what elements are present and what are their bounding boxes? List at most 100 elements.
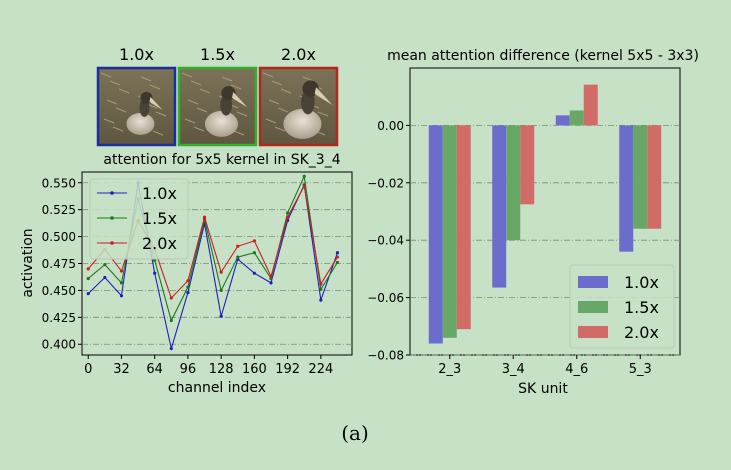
grass-stroke: [274, 126, 286, 132]
legend-marker: [110, 216, 114, 220]
line-chart-ytick-label: 0.475: [42, 257, 76, 271]
grass-stroke: [265, 118, 277, 124]
legend-swatch: [578, 301, 608, 313]
legend-label: 2.0x: [624, 323, 659, 342]
line-point: [335, 255, 340, 259]
line-point: [319, 287, 323, 291]
line-point: [286, 211, 290, 215]
line-point: [269, 281, 273, 285]
bar-chart-xtick-label: 2_3: [438, 362, 461, 377]
grass-stroke: [277, 107, 289, 113]
line-point: [236, 255, 240, 259]
line-point: [186, 285, 190, 289]
grass-stroke: [115, 107, 127, 113]
bar-3_4-2.0x: [520, 125, 535, 205]
bird-beak: [149, 96, 163, 110]
legend-label: 1.5x: [624, 298, 659, 317]
bird-body: [126, 112, 155, 135]
grass-stroke: [271, 80, 283, 86]
line-point: [202, 215, 207, 219]
bar-chart: mean attention difference (kernel 5x5 - …: [367, 48, 699, 397]
line-point: [252, 239, 256, 243]
line-chart-ytick-label: 0.525: [42, 203, 76, 217]
line-chart-xtick-label: 32: [113, 362, 130, 377]
line-point: [86, 276, 90, 281]
bird-image: [97, 67, 176, 146]
bar-chart-ytick-label: −0.02: [367, 176, 404, 190]
grass-stroke: [103, 118, 115, 124]
grass-stroke: [317, 111, 329, 117]
line-point: [186, 279, 190, 283]
legend-box: [89, 178, 189, 260]
grass-stroke: [118, 88, 130, 94]
grass-stroke: [280, 88, 292, 94]
line-chart-xtick-label: 128: [209, 362, 234, 377]
grass-stroke: [233, 130, 245, 136]
bar-chart-ytick-label: −0.08: [367, 349, 404, 363]
bird-head: [140, 91, 153, 104]
line-chart-xtick-label: 96: [180, 362, 197, 377]
grass-stroke: [199, 88, 211, 94]
line-chart-legend: 1.0x 1.5x 2.0x: [89, 178, 189, 260]
line-point: [119, 281, 124, 285]
bird-image: [259, 67, 338, 146]
grass-stroke: [190, 80, 202, 86]
line-point: [86, 292, 90, 296]
line-chart-ytick-label: 0.450: [42, 284, 76, 298]
legend-swatch: [578, 276, 608, 288]
line-chart-xtick-label: 64: [146, 362, 163, 377]
grass-stroke: [221, 76, 233, 82]
bar-chart-ytick-label: −0.04: [367, 234, 404, 248]
line-point: [252, 251, 256, 255]
thumbnail-row: 1.0x 1.5x 2.0x: [96, 45, 339, 147]
grass-stroke: [100, 72, 112, 78]
thumbnail-label: 1.0x: [119, 45, 154, 64]
grass-stroke: [106, 99, 118, 105]
grass-stroke: [196, 107, 208, 113]
line-point: [219, 314, 223, 318]
grass-stroke: [109, 80, 121, 86]
bar-chart-xtick-label: 4_6: [565, 362, 588, 377]
line-point: [169, 296, 173, 300]
bird-head: [221, 86, 236, 101]
legend-label: 1.0x: [624, 273, 659, 292]
bar-chart-ytick-label: −0.06: [367, 291, 404, 305]
legend-marker: [110, 241, 114, 245]
thumbnail-border: [96, 66, 177, 147]
grass-stroke: [187, 99, 199, 105]
bar-chart-xtick-label: 5_3: [629, 362, 652, 377]
grass-stroke: [184, 118, 196, 124]
line-chart-xtick-label: 192: [275, 362, 300, 377]
bar-4_6-2.0x: [583, 84, 598, 126]
line-point: [169, 346, 173, 351]
line-chart-ylabel: activation: [20, 228, 36, 297]
legend-swatch: [578, 326, 608, 338]
bar-chart-xtick-label: 3_4: [502, 362, 525, 377]
bar-3_4-1.0x: [492, 125, 507, 288]
figure-caption: (a): [341, 421, 369, 445]
grass-stroke: [181, 72, 193, 78]
line-point: [302, 174, 306, 178]
line-chart-ytick-label: 0.425: [42, 311, 76, 325]
line-chart-xtick-label: 160: [242, 362, 267, 377]
line-chart-xlabel: channel index: [168, 380, 266, 396]
thumbnail-label: 2.0x: [281, 45, 316, 64]
bird-head: [302, 80, 319, 97]
bar-chart-legend: 1.0x 1.5x 2.0x: [569, 264, 675, 349]
line-point: [86, 267, 90, 271]
grass-stroke: [262, 72, 274, 78]
line-point: [236, 244, 240, 248]
bar-chart-xlabel: SK unit: [518, 381, 568, 397]
grass-stroke: [193, 126, 205, 132]
line-chart-ytick-label: 0.550: [42, 176, 76, 190]
grass-stroke: [140, 76, 152, 82]
legend-label: 1.0x: [142, 184, 177, 203]
grass-stroke: [268, 99, 280, 105]
bar-2_3-1.0x: [428, 125, 443, 344]
line-point: [302, 184, 306, 188]
bar-5_3-1.0x: [619, 125, 634, 252]
line-point: [153, 271, 157, 275]
line-point: [219, 270, 223, 274]
legend-marker: [110, 191, 114, 195]
thumbnail-border: [258, 66, 339, 147]
